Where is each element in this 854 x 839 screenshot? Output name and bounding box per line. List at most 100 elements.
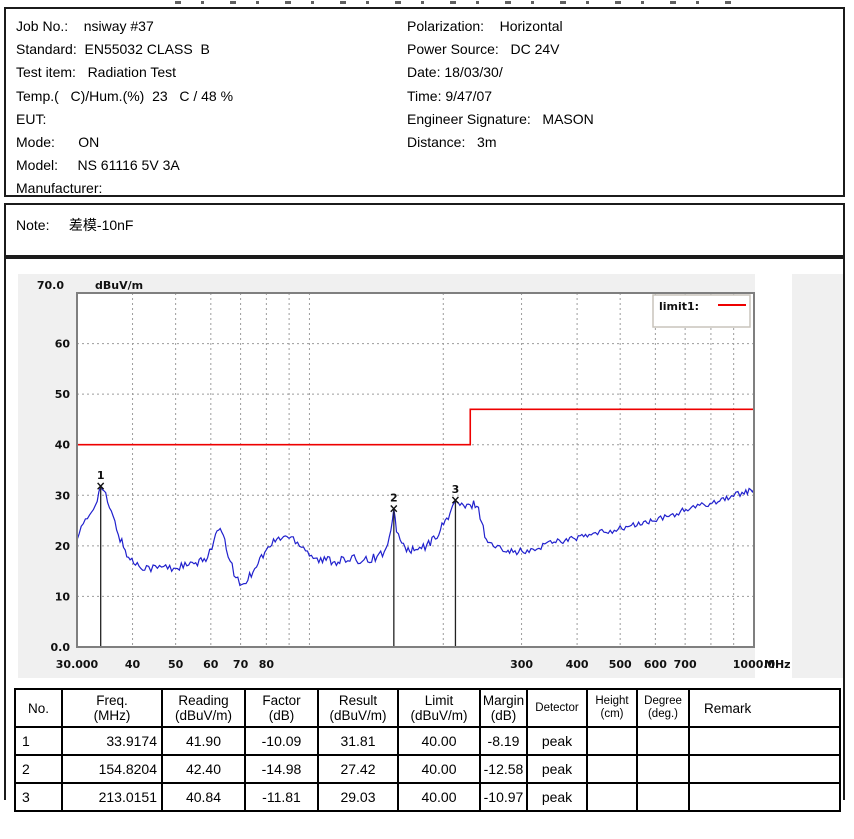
x-tick-label: 500 <box>609 658 632 671</box>
x-axis-unit-label: MHz <box>764 658 791 671</box>
info-row-left-7: Manufacturer: <box>16 180 103 197</box>
marker-number-3: 3 <box>452 483 460 496</box>
note-line: Note: 差模-10nF <box>16 215 134 235</box>
note-value: 差模-10nF <box>49 217 134 233</box>
col-header-freq: Freq. (MHz) <box>61 688 163 728</box>
y-tick-label: 10 <box>55 590 71 603</box>
table-cell: -8.19 <box>479 726 528 756</box>
col-header-detector: Detector <box>526 688 588 728</box>
col-header-remark: Remark <box>688 688 841 728</box>
col-header-no: No. <box>14 688 63 728</box>
table-cell: 31.81 <box>317 726 399 756</box>
info-row-left-0: Job No.: nsiway #37 <box>16 18 154 34</box>
table-cell: 40.84 <box>161 782 246 812</box>
table-cell: peak <box>526 726 588 756</box>
col-header-result: Result (dBuV/m) <box>317 688 399 728</box>
table-cell <box>688 754 841 784</box>
x-tick-label: 30.000 <box>56 658 99 671</box>
y-axis-max-label: 70.0 <box>37 279 64 292</box>
plot-border <box>76 292 755 648</box>
info-row-left-5: Mode: ON <box>16 134 100 151</box>
emissions-chart: × 1 × 2 × 3 70.0 60 50 40 30 20 10 0.0 dBuV/m 30.000 40 5… <box>18 274 843 678</box>
table-cell: peak <box>526 782 588 812</box>
y-tick-label: 0.0 <box>51 641 71 654</box>
table-cell: -14.98 <box>244 754 319 784</box>
y-tick-label: 20 <box>55 540 71 553</box>
col-header-factor: Factor (dB) <box>244 688 319 728</box>
table-row: 1 33.9174 41.90 -10.09 31.81 40.00 -8.19 peak <box>14 726 841 756</box>
table-cell: 154.8204 <box>61 754 163 784</box>
table-cell: 3 <box>14 782 63 812</box>
table-row: 2 154.8204 42.40 -14.98 27.42 40.00 -12.58 peak <box>14 754 841 784</box>
x-tick-label: 50 <box>168 658 184 671</box>
col-header-degree: Degree (deg.) <box>636 688 690 728</box>
table-cell: 213.0151 <box>61 782 163 812</box>
table-cell: 2 <box>14 754 63 784</box>
table-cell: -10.09 <box>244 726 319 756</box>
legend-limit1-label: limit1: <box>659 300 699 313</box>
x-tick-label: 400 <box>566 658 589 671</box>
clipped-title-text <box>175 1 745 4</box>
info-row-left-4: EUT: <box>16 110 47 127</box>
table-cell: 27.42 <box>317 754 399 784</box>
signal-trace <box>77 484 754 587</box>
header-info-box: Job No.: nsiway #37 Standard: EN55032 CLA… <box>4 7 845 197</box>
table-cell <box>586 782 638 812</box>
table-cell: -10.97 <box>479 782 528 812</box>
marker-x-3: × <box>450 493 460 507</box>
panel-white-strip <box>755 274 792 678</box>
info-row-left-3: Temp.( C)/Hum.(%) 23 C / 48 % <box>16 87 234 104</box>
x-tick-label: 60 <box>203 658 219 671</box>
x-tick-label: 300 <box>510 658 533 671</box>
info-row-right-5: Distance: 3m <box>407 134 497 151</box>
table-row: 3 213.0151 40.84 -11.81 29.03 40.00 -10.97 peak <box>14 782 841 812</box>
header-info-right-column: Polarization: Horizontal Power Source: DC… <box>407 15 594 154</box>
chart-and-table-section: × 1 × 2 × 3 70.0 60 50 40 30 20 10 0.0 dBuV/m 30.000 40 5… <box>4 257 845 812</box>
y-tick-label: 30 <box>55 489 71 502</box>
col-header-margin: Margin (dB) <box>479 688 528 728</box>
results-table: No. Freq. (MHz) Reading (dBuV/m) Factor (dB) Re… <box>14 688 841 812</box>
table-cell: 33.9174 <box>61 726 163 756</box>
info-row-right-4: Engineer Signature: MASON <box>407 110 594 127</box>
marker-number-1: 1 <box>97 469 105 482</box>
x-tick-label: 700 <box>674 658 697 671</box>
y-tick-label: 50 <box>55 388 71 401</box>
table-cell: -12.58 <box>479 754 528 784</box>
table-cell: 40.00 <box>397 754 481 784</box>
table-cell <box>688 782 841 812</box>
table-cell: 42.40 <box>161 754 246 784</box>
note-label: Note: <box>16 217 50 233</box>
info-row-left-1: Standard: EN55032 CLASS B <box>16 41 210 58</box>
y-axis-unit-label: dBuV/m <box>95 279 143 292</box>
x-tick-label: 1000.0 <box>733 658 776 671</box>
x-tick-label: 70 <box>233 658 249 671</box>
table-cell: 41.90 <box>161 726 246 756</box>
x-tick-label: 40 <box>125 658 141 671</box>
table-cell <box>636 754 690 784</box>
col-header-reading: Reading (dBuV/m) <box>161 688 246 728</box>
note-box: Note: 差模-10nF <box>4 203 845 257</box>
legend-box <box>652 294 751 328</box>
col-header-height: Height (cm) <box>586 688 638 728</box>
table-cell: -11.81 <box>244 782 319 812</box>
table-cell <box>636 782 690 812</box>
y-tick-label: 60 <box>55 338 71 351</box>
marker-x-1: × <box>96 479 106 493</box>
table-cell <box>586 726 638 756</box>
table-cell <box>586 754 638 784</box>
info-row-left-2: Test item: Radiation Test <box>16 64 177 81</box>
info-row-right-0: Polarization: Horizontal <box>407 18 563 34</box>
table-cell: 40.00 <box>397 782 481 812</box>
info-row-left-6: Model: NS 61116 5V 3A <box>16 157 180 174</box>
limit-line <box>77 408 754 446</box>
table-cell <box>636 726 690 756</box>
info-row-right-2: Date: 18/03/30/ <box>407 64 503 81</box>
info-row-right-1: Power Source: DC 24V <box>407 41 560 58</box>
x-tick-label: 80 <box>259 658 275 671</box>
marker-x-2: × <box>389 501 399 515</box>
marker-number-2: 2 <box>390 491 398 504</box>
table-cell <box>688 726 841 756</box>
x-tick-label: 600 <box>644 658 667 671</box>
